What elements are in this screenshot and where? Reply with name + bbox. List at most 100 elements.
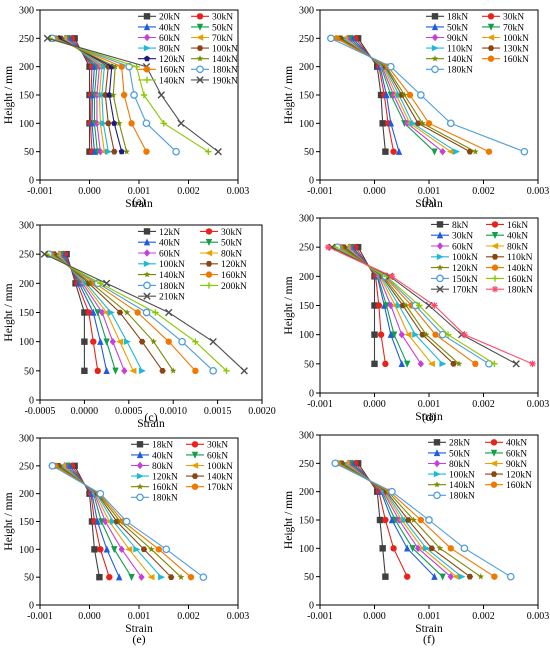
panel-caption: (e) <box>132 632 145 646</box>
legend-item: 80kN <box>486 242 528 252</box>
x-tick-label: -0.001 <box>307 186 333 197</box>
legend-label: 30kN <box>452 232 473 242</box>
legend-item: 160kN <box>200 271 247 281</box>
y-tick-label: 250 <box>19 461 34 472</box>
x-tick-label: 0.003 <box>527 611 550 622</box>
x-tick-label: 0.001 <box>418 611 441 622</box>
legend-label: 120kN <box>152 473 178 483</box>
legend-label: 28kN <box>449 439 470 449</box>
y-tick-label: 200 <box>19 62 34 73</box>
series <box>61 462 145 581</box>
legend-item: 100kN <box>431 253 478 263</box>
chart-panel: 0 50 100 150 200 250 300 -0.001 0.000 0.001 0.002 0… <box>283 431 549 647</box>
data-point <box>404 573 411 580</box>
legend-label: 90kN <box>447 34 468 44</box>
legend-marker <box>491 286 499 293</box>
legend-marker <box>136 483 144 490</box>
legend-marker <box>490 439 498 446</box>
data-point <box>138 573 145 581</box>
legend-marker <box>433 470 441 478</box>
data-point <box>390 331 398 339</box>
legend-item: 18kN <box>426 13 468 23</box>
data-point <box>414 120 422 127</box>
legend-marker <box>143 23 151 31</box>
legend-marker <box>143 260 151 267</box>
y-tick-label: 0 <box>29 601 34 612</box>
data-point <box>102 517 109 526</box>
data-point <box>377 91 385 99</box>
data-point <box>390 545 397 552</box>
data-point <box>409 120 417 127</box>
data-point <box>113 518 120 525</box>
data-point <box>102 279 111 288</box>
legend-marker <box>136 472 144 480</box>
x-tick-label: 0.000 <box>363 399 386 410</box>
y-tick-label: 50 <box>304 147 314 158</box>
legend-item: 100kN <box>191 45 238 55</box>
data-point <box>108 63 115 70</box>
legend-item: 160kN <box>485 481 532 491</box>
data-point <box>447 545 454 552</box>
data-point <box>111 546 118 554</box>
legend-marker <box>205 271 213 278</box>
series-line <box>330 37 525 153</box>
x-tick-label: 0.000 <box>363 186 386 197</box>
legend-marker <box>436 221 444 228</box>
legend-marker <box>431 65 439 74</box>
data-point <box>419 331 426 338</box>
data-point <box>371 302 378 309</box>
legend-label: 40kN <box>506 439 527 449</box>
data-point <box>158 573 166 581</box>
data-point <box>376 516 384 524</box>
legend-item: 80kN <box>138 45 180 55</box>
data-point <box>142 308 151 317</box>
legend-marker <box>436 285 444 293</box>
data-point <box>388 487 396 496</box>
y-tick-label: 150 <box>19 91 34 102</box>
legend-item: 60kN <box>138 249 180 259</box>
y-tick-label: 150 <box>19 517 34 528</box>
legend-label: 160kN <box>506 481 532 491</box>
legend-marker <box>490 471 498 477</box>
y-tick-label: 300 <box>299 431 314 442</box>
legend-item: 200kN <box>200 282 247 292</box>
legend-label: 120kN <box>452 264 478 274</box>
data-point <box>388 273 396 280</box>
data-point <box>450 361 457 367</box>
data-point <box>223 367 230 375</box>
legend-marker <box>143 271 151 278</box>
legend-marker <box>143 55 151 62</box>
data-point <box>402 301 410 309</box>
data-point <box>40 250 49 258</box>
data-point <box>116 309 124 316</box>
data-point <box>130 91 138 99</box>
y-tick-label: 150 <box>19 308 34 319</box>
data-point <box>446 119 455 128</box>
data-point <box>409 545 416 553</box>
legend-item: 30kN <box>191 13 233 23</box>
series <box>328 243 520 368</box>
data-point <box>395 147 403 155</box>
y-axis-label: Height / mm <box>283 276 295 334</box>
data-point <box>105 120 112 127</box>
data-point <box>431 148 438 156</box>
legend-item: 210kN <box>138 292 185 303</box>
data-point <box>453 148 461 155</box>
data-point <box>155 546 162 553</box>
y-tick-label: 300 <box>19 221 34 232</box>
legend-label: 100kN <box>212 45 238 55</box>
data-point <box>439 360 447 368</box>
legend-item: 110kN <box>426 45 473 55</box>
chart-panel: 0 50 100 150 200 250 300 -0.001 0.000 0.001 0.002 0… <box>3 6 249 211</box>
legend-marker <box>433 459 441 468</box>
legend: 18kN 30kN 50kN 70kN 90kN 100kN 110kN 130kN 140kN… <box>426 13 529 76</box>
y-tick-label: 200 <box>299 487 314 498</box>
legend-marker <box>143 13 151 20</box>
y-axis-label: Height / mm <box>283 66 295 124</box>
legend-label: 170kN <box>207 483 233 493</box>
data-point <box>423 545 431 552</box>
data-point <box>377 331 385 338</box>
data-point <box>121 367 128 375</box>
data-point <box>477 573 485 580</box>
